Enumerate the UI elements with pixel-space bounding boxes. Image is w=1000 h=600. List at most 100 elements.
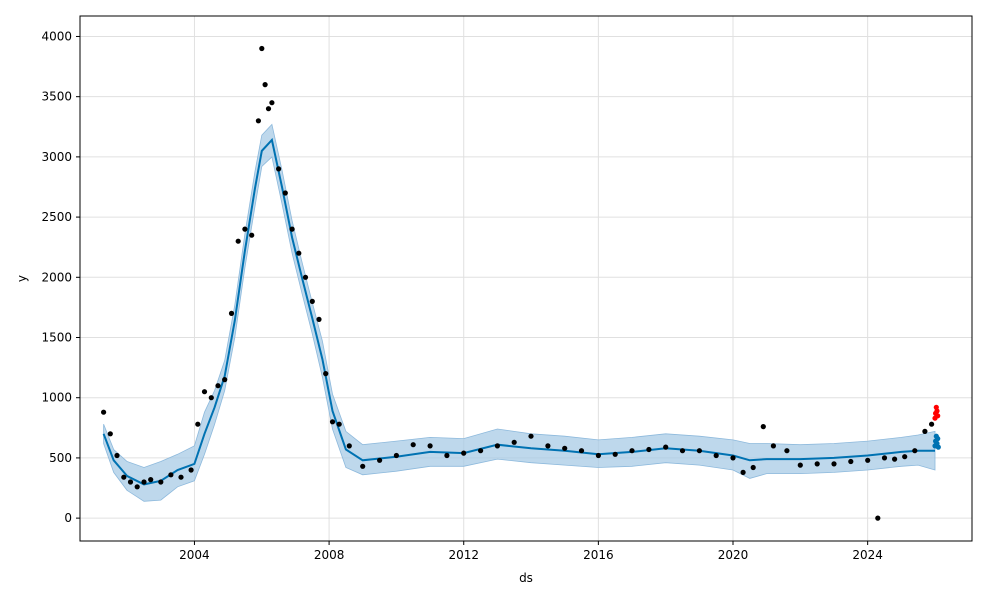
observed-point bbox=[242, 226, 248, 232]
observed-point bbox=[168, 472, 174, 478]
observed-point bbox=[208, 395, 214, 401]
observed-point bbox=[289, 226, 295, 232]
observed-point bbox=[784, 448, 790, 454]
observed-point bbox=[797, 462, 803, 468]
observed-point bbox=[461, 450, 467, 456]
observed-point bbox=[228, 310, 235, 316]
observed-point bbox=[478, 448, 484, 454]
anomaly-point bbox=[935, 413, 941, 419]
observed-point bbox=[814, 461, 820, 467]
forecast-point bbox=[935, 436, 941, 442]
observed-point bbox=[410, 442, 416, 448]
observed-point bbox=[713, 452, 719, 459]
observed-point bbox=[663, 444, 669, 450]
observed-point bbox=[255, 118, 261, 124]
observed-point bbox=[902, 454, 908, 460]
observed-point bbox=[127, 479, 134, 485]
observed-point bbox=[360, 463, 366, 469]
observed-point bbox=[595, 452, 602, 459]
y-tick-label: 0 bbox=[64, 511, 72, 525]
observed-point bbox=[235, 238, 241, 244]
x-tick-label: 2008 bbox=[314, 548, 345, 562]
forecast-line-group bbox=[102, 137, 935, 486]
observed-point bbox=[316, 316, 322, 322]
x-tick-label: 2004 bbox=[179, 548, 210, 562]
y-tick-label: 500 bbox=[49, 451, 72, 465]
observed-point bbox=[215, 383, 221, 389]
observed-point bbox=[336, 421, 342, 427]
forecast-points-group bbox=[932, 433, 941, 450]
observed-point bbox=[158, 479, 164, 485]
observed-point bbox=[740, 469, 746, 475]
observed-point bbox=[881, 455, 888, 461]
observed-point bbox=[121, 474, 127, 480]
observed-point bbox=[562, 445, 568, 451]
observed-point bbox=[865, 457, 871, 463]
observed-point bbox=[545, 443, 551, 449]
forecast-point bbox=[935, 444, 941, 450]
observed-point bbox=[107, 431, 113, 437]
observed-point bbox=[393, 452, 399, 459]
observed-point bbox=[494, 443, 500, 449]
y-tick-label: 1000 bbox=[41, 391, 72, 405]
observed-point bbox=[696, 448, 703, 454]
observed-point bbox=[679, 448, 686, 454]
observed-point bbox=[259, 45, 265, 52]
x-tick-label: 2024 bbox=[852, 548, 883, 562]
x-tick-label: 2020 bbox=[718, 548, 749, 562]
anomaly-points-group bbox=[932, 404, 941, 421]
observed-point bbox=[296, 250, 302, 256]
grid-lines bbox=[80, 16, 972, 541]
observed-point bbox=[148, 477, 154, 483]
observed-point bbox=[269, 100, 275, 106]
y-tick-label: 3500 bbox=[41, 90, 72, 104]
observed-point bbox=[912, 448, 918, 454]
observed-point bbox=[750, 464, 756, 471]
observed-point bbox=[612, 451, 618, 457]
y-tick-label: 2500 bbox=[41, 210, 72, 224]
observed-point bbox=[134, 484, 140, 490]
observed-point bbox=[831, 461, 837, 467]
observed-point bbox=[377, 457, 383, 463]
observed-point bbox=[265, 106, 272, 112]
observed-point bbox=[730, 455, 736, 461]
observed-point bbox=[848, 458, 854, 465]
observed-point bbox=[929, 421, 935, 427]
observed-point bbox=[629, 448, 635, 454]
observed-point bbox=[101, 409, 107, 415]
observed-point bbox=[578, 448, 585, 454]
observed-point bbox=[427, 443, 433, 449]
x-axis-label: ds bbox=[519, 571, 533, 585]
observed-point bbox=[444, 452, 450, 459]
observed-point bbox=[276, 166, 282, 172]
observed-point bbox=[346, 443, 352, 449]
x-tick-label: 2016 bbox=[583, 548, 614, 562]
observed-point bbox=[249, 232, 255, 238]
observed-point bbox=[282, 190, 288, 196]
observed-point bbox=[222, 377, 228, 383]
observed-point bbox=[760, 424, 766, 430]
anomaly-point bbox=[934, 408, 940, 414]
observed-points bbox=[101, 45, 935, 521]
observed-point bbox=[875, 515, 881, 521]
x-tick-label: 2012 bbox=[448, 548, 479, 562]
x-axis-ticks: 2004 2008 2012 2016 2020 2024 bbox=[179, 541, 883, 562]
plot-frame bbox=[79, 15, 973, 542]
observed-point bbox=[195, 421, 201, 427]
observed-point bbox=[892, 456, 898, 462]
y-tick-label: 1500 bbox=[41, 331, 72, 345]
observed-point bbox=[770, 443, 777, 449]
forecast-line bbox=[102, 137, 935, 486]
observed-point bbox=[178, 474, 184, 480]
observed-point bbox=[323, 371, 329, 377]
observed-point bbox=[528, 433, 534, 439]
observed-point bbox=[188, 467, 194, 473]
y-tick-label: 4000 bbox=[41, 29, 72, 43]
observed-point bbox=[646, 446, 652, 453]
observed-point bbox=[329, 419, 336, 425]
observed-point bbox=[302, 274, 309, 280]
observed-point bbox=[141, 479, 147, 485]
y-tick-label: 2000 bbox=[41, 270, 72, 284]
